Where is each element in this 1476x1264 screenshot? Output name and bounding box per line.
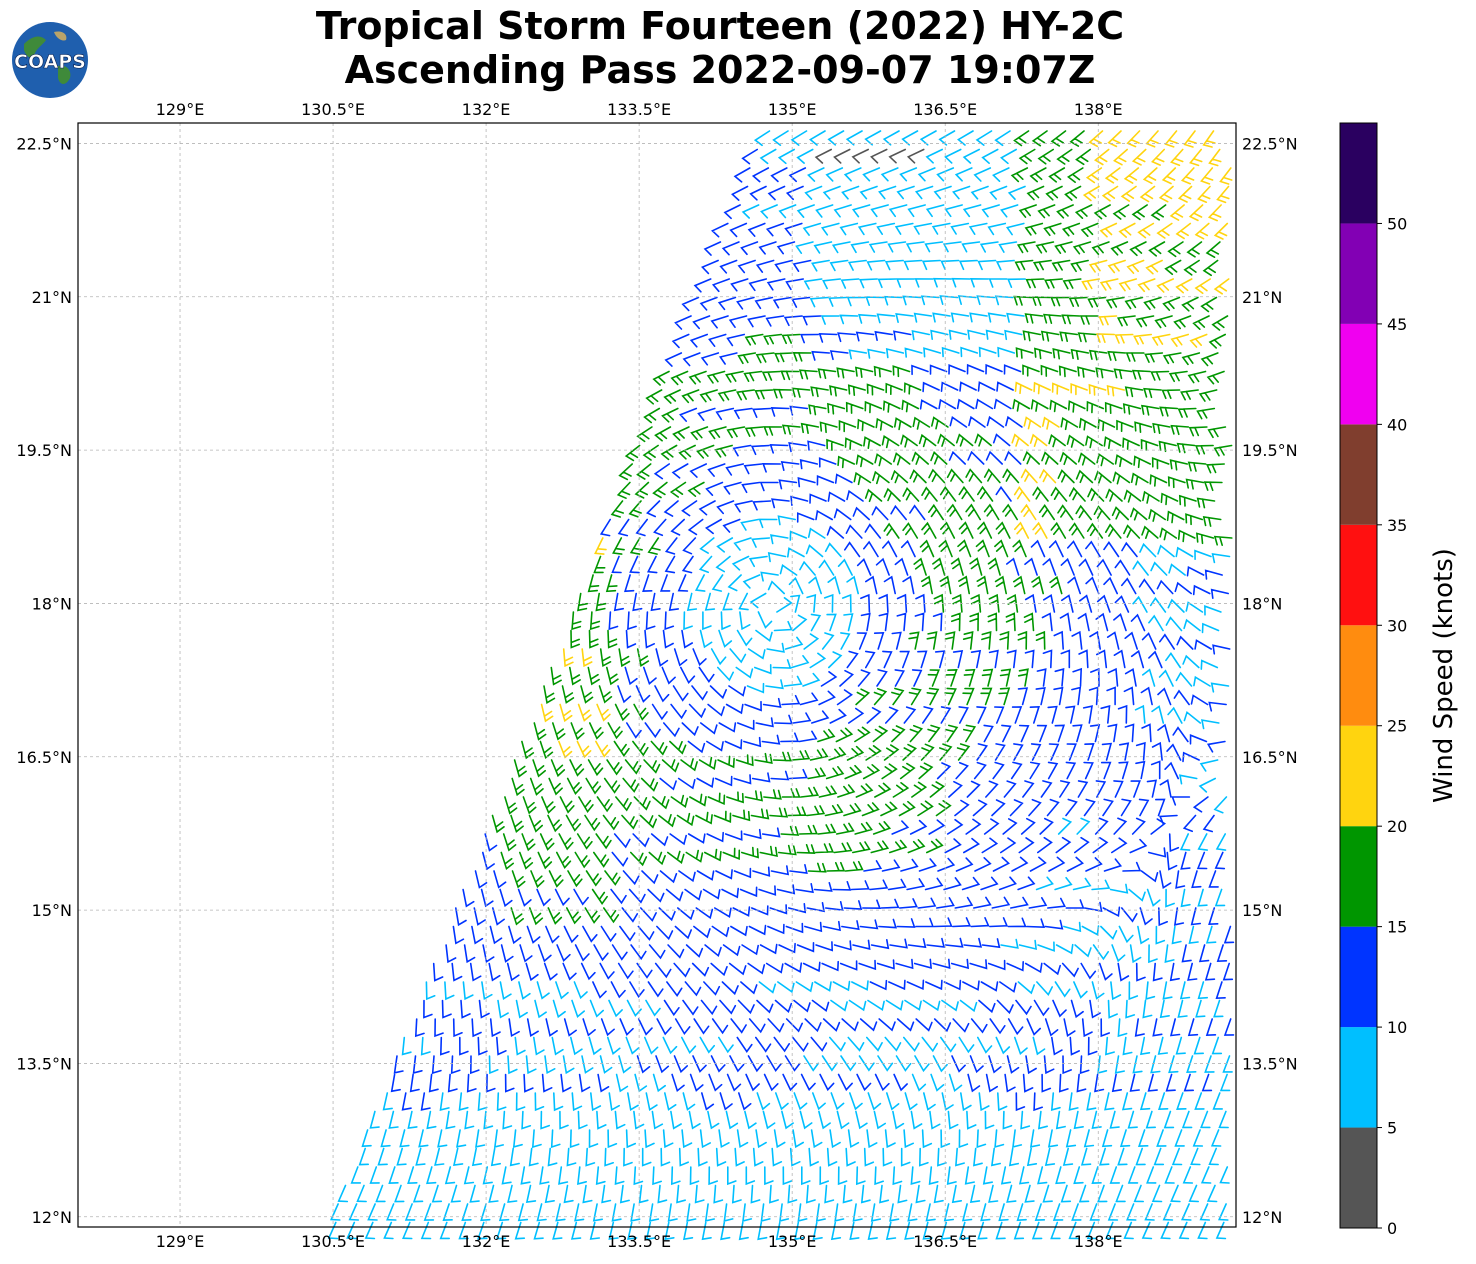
lon-tick-top: 135°E	[768, 100, 817, 119]
lat-tick-right: 15°N	[1242, 901, 1282, 920]
colorbar-tick-label: 25	[1387, 717, 1407, 736]
lat-tick-left: 22.5°N	[16, 134, 72, 153]
colorbar-tick-label: 10	[1387, 1018, 1407, 1037]
colorbar-tick-label: 15	[1387, 918, 1407, 937]
colorbar-swatch	[1340, 1027, 1377, 1128]
lon-tick-bottom: 135°E	[768, 1232, 817, 1251]
title-line-1: Tropical Storm Fourteen (2022) HY-2C	[315, 4, 1125, 48]
colorbar-swatch	[1340, 625, 1377, 726]
colorbar-tick-label: 50	[1387, 214, 1407, 233]
colorbar-swatch	[1340, 223, 1377, 324]
lat-tick-left: 21°N	[32, 288, 72, 307]
map-frame	[77, 122, 1237, 1228]
lat-tick-right: 19.5°N	[1242, 441, 1298, 460]
lon-tick-top: 130.5°E	[301, 100, 365, 119]
graticule	[78, 123, 1236, 1227]
lon-tick-bottom: 138°E	[1074, 1232, 1123, 1251]
lon-tick-bottom: 129°E	[156, 1232, 205, 1251]
colorbar-swatch	[1340, 524, 1377, 626]
wind-barb-group	[814, 148, 925, 164]
colorbar-swatch	[1340, 424, 1377, 525]
wind-barb-group	[540, 130, 1233, 759]
lon-tick-top: 132°E	[462, 100, 511, 119]
lon-tick-top: 138°E	[1074, 100, 1123, 119]
lat-tick-right: 22.5°N	[1242, 134, 1298, 153]
lon-tick-bottom: 133.5°E	[607, 1232, 671, 1251]
colorbar-swatch	[1340, 1127, 1377, 1228]
colorbar-tick-label: 45	[1387, 315, 1407, 334]
lat-tick-left: 18°N	[32, 594, 72, 613]
lat-tick-left: 16.5°N	[16, 748, 72, 767]
colorbar-swatch	[1340, 123, 1377, 224]
axis-ticks: 129°E 129°E 130.5°E 130.5°E 132°E 132°E 133.5°…	[16, 100, 1297, 1251]
colorbar-tick-label: 40	[1387, 415, 1407, 434]
lat-tick-right: 16.5°N	[1242, 748, 1298, 767]
colorbar-tick-label: 0	[1387, 1219, 1397, 1238]
colorbar-tick-label: 35	[1387, 516, 1407, 535]
lon-tick-top: 136.5°E	[913, 100, 977, 119]
wind-barb-group	[491, 130, 1233, 926]
lat-tick-right: 12°N	[1242, 1208, 1282, 1227]
colorbar-swatch	[1340, 926, 1377, 1028]
lat-tick-left: 19.5°N	[16, 441, 72, 460]
lon-tick-bottom: 132°E	[462, 1232, 511, 1251]
colorbar-swatch	[1340, 725, 1377, 827]
colorbar-tick-label: 20	[1387, 817, 1407, 836]
lat-tick-left: 15°N	[32, 901, 72, 920]
lat-tick-left: 12°N	[32, 1208, 72, 1227]
colorbar: 0 5 10 15 20 25 30 35 40 45 50	[1339, 122, 1407, 1238]
lat-tick-right: 13.5°N	[1242, 1054, 1298, 1073]
lat-tick-right: 18°N	[1242, 594, 1282, 613]
colorbar-frame	[1339, 122, 1378, 1229]
colorbar-swatch	[1340, 826, 1377, 927]
colorbar-tick-label: 30	[1387, 616, 1407, 635]
wind-barb-group	[327, 130, 1233, 1241]
title-line-2: Ascending Pass 2022-09-07 19:07Z	[344, 48, 1096, 92]
chart-title: Tropical Storm Fourteen (2022) HY-2C Asc…	[0, 4, 1440, 92]
lon-tick-bottom: 136.5°E	[913, 1232, 977, 1251]
colorbar-tick-label: 5	[1387, 1119, 1397, 1138]
colorbar-label: Wind Speed (knots)	[1429, 548, 1459, 803]
globe-logo-icon: COAPS	[12, 22, 88, 98]
lat-tick-right: 21°N	[1242, 288, 1282, 307]
lon-tick-top: 129°E	[156, 100, 205, 119]
wind-barbs	[327, 130, 1235, 1241]
logo-text: COAPS	[14, 51, 86, 73]
lon-tick-bottom: 130.5°E	[301, 1232, 365, 1251]
colorbar-swatch	[1340, 323, 1377, 425]
wind-barb-group	[390, 148, 1235, 1112]
lat-tick-left: 13.5°N	[16, 1054, 72, 1073]
lon-tick-top: 133.5°E	[607, 100, 671, 119]
